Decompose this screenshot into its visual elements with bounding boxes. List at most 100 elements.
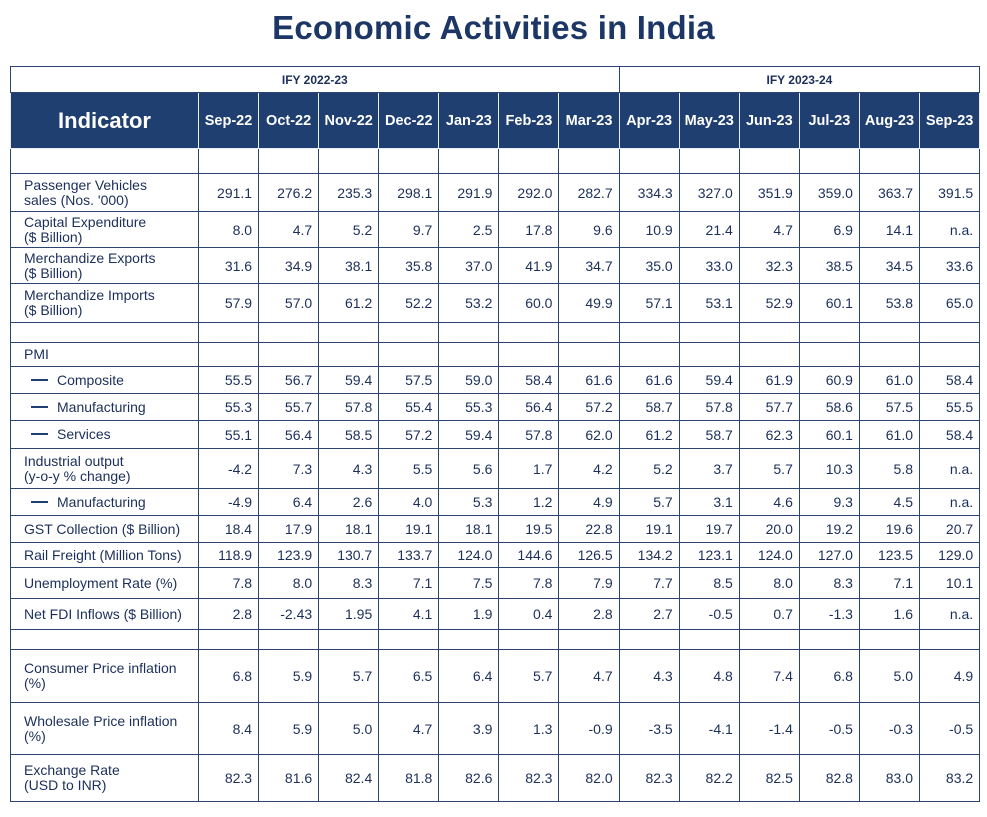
row-label: PMI [10,342,199,367]
data-cell: -1.3 [798,598,860,630]
data-cell [919,148,981,174]
data-cell: 4.3 [318,448,380,489]
data-cell: 34.7 [558,247,620,284]
data-cell [738,148,800,174]
data-cell: 8.0 [258,567,320,599]
dash-icon [31,405,48,408]
data-cell: 3.7 [678,448,740,489]
data-cell: 59.4 [438,420,500,449]
data-cell: 53.1 [678,283,740,323]
data-cell: 2.5 [438,211,500,248]
data-cell [558,148,620,174]
data-cell [438,322,500,343]
data-cell: 1.95 [318,598,380,630]
table-row: Capital Expenditure ($ Billion) 8.0 4.7 5.2 9… [10,211,981,248]
data-cell: 56.4 [258,420,320,449]
data-cell: 2.8 [197,598,260,630]
economic-indicators-table: IFY 2022-23 IFY 2023-24 Indicator Sep-22… [10,66,981,802]
data-cell: 83.2 [919,754,981,802]
row-label-text: (y-o-y % change) [24,467,131,484]
data-cell: 4.7 [558,649,620,703]
data-cell [798,322,860,343]
row-label: Net FDI Inflows ($ Billion) [10,598,199,630]
row-label-text: ($ Billion) [24,228,83,245]
data-cell: 61.0 [858,366,921,394]
data-cell: 55.7 [258,393,320,421]
data-cell [318,322,380,343]
data-cell: 6.8 [798,649,860,703]
row-label-text: Rail Freight (Million Tons) [24,546,182,563]
data-cell: -3.5 [618,702,680,755]
data-cell: 60.1 [798,283,860,323]
row-label-text: Net FDI Inflows ($ Billion) [24,605,182,622]
data-cell: 59.4 [318,366,380,394]
data-cell [798,629,860,650]
data-cell: 235.3 [318,173,380,212]
data-cell: 82.5 [738,754,800,802]
table-body: Passenger Vehicles sales (Nos. '000) 291.1… [10,148,981,802]
row-label-text: (%) [24,675,46,691]
row-label: Merchandize Exports ($ Billion) [10,247,199,284]
data-cell: 7.5 [438,567,500,599]
month-header: Jul-23 [798,92,860,149]
data-cell: 8.3 [798,567,860,599]
fiscal-year-header-2023-24: IFY 2023-24 [618,66,981,93]
row-label: Consumer Price inflation (%) [10,649,199,703]
month-header: Sep-22 [197,92,260,149]
data-cell: 4.6 [738,488,800,516]
spacer-row [10,629,981,650]
data-cell: 22.8 [558,515,620,543]
data-cell [438,148,500,174]
row-label-text: Composite [57,371,124,388]
table-row: Exchange Rate (USD to INR) 82.3 81.6 82.4 81.… [10,754,981,802]
row-label-text: PMI [24,346,49,362]
data-cell: 17.8 [498,211,560,248]
row-label-text: Merchandize Exports [24,249,156,266]
data-cell: 5.7 [318,649,380,703]
data-cell: 6.5 [378,649,440,703]
month-header: Jun-23 [738,92,800,149]
data-cell: 60.9 [798,366,860,394]
row-label-text: ($ Billion) [24,264,83,281]
data-cell: 123.9 [258,542,320,568]
data-cell: 61.9 [738,366,800,394]
data-cell: 4.5 [858,488,921,516]
data-cell: 32.3 [738,247,800,284]
data-cell: 4.7 [258,211,320,248]
data-cell: 8.0 [197,211,260,248]
data-cell [258,629,320,650]
data-cell: 123.5 [858,542,921,568]
data-cell: 327.0 [678,173,740,212]
data-cell: 19.5 [498,515,560,543]
data-cell: 126.5 [558,542,620,568]
data-cell: 82.2 [678,754,740,802]
data-cell: 83.0 [858,754,921,802]
data-cell [558,629,620,650]
data-cell: 58.4 [919,420,981,449]
data-cell: 57.9 [197,283,260,323]
data-cell: 19.2 [798,515,860,543]
data-cell: 18.4 [197,515,260,543]
data-cell: -0.5 [919,702,981,755]
data-cell: 4.3 [618,649,680,703]
data-cell: 4.7 [738,211,800,248]
row-label [10,148,199,174]
data-cell: 4.0 [378,488,440,516]
data-cell: 57.8 [498,420,560,449]
data-cell: 49.9 [558,283,620,323]
data-cell [738,342,800,367]
data-cell: 5.3 [438,488,500,516]
data-cell: 276.2 [258,173,320,212]
table-row: Merchandize Exports ($ Billion) 31.6 34.9 38… [10,247,981,284]
data-cell: 5.9 [258,702,320,755]
data-cell: 133.7 [378,542,440,568]
row-label-text: Services [57,426,111,442]
data-cell [798,342,860,367]
data-cell [498,322,560,343]
data-cell: 363.7 [858,173,921,212]
data-cell [858,629,921,650]
data-cell: 6.8 [197,649,260,703]
data-cell: 124.0 [738,542,800,568]
data-cell: 57.8 [318,393,380,421]
table-row: Net FDI Inflows ($ Billion) 2.8 -2.43 1.95 4… [10,598,981,630]
